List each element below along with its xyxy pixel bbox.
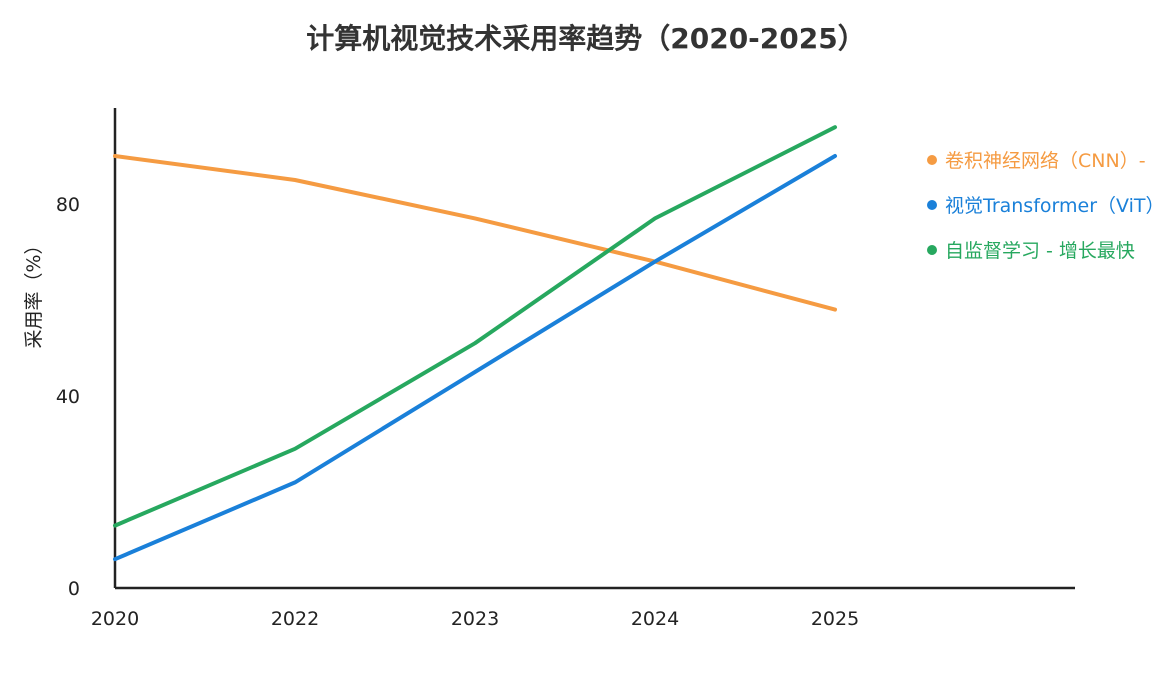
- x-tick-label: 2022: [271, 608, 319, 630]
- legend-marker: [927, 245, 937, 255]
- series-line-3: [113, 125, 837, 528]
- legend: 卷积神经网络（CNN）- 视觉Transformer（ViT） 自监督学习 - 增…: [927, 150, 1164, 262]
- y-axis-label: 采用率（%）: [23, 235, 45, 348]
- x-tick-label: 2025: [811, 608, 859, 630]
- series-lines: [113, 125, 837, 562]
- y-ticks: 0 40 80: [56, 194, 80, 600]
- legend-item-1[interactable]: 卷积神经网络（CNN）-: [927, 150, 1146, 172]
- legend-label: 卷积神经网络（CNN）-: [945, 150, 1146, 172]
- x-tick-label: 2024: [631, 608, 679, 630]
- x-tick-label: 2023: [451, 608, 499, 630]
- x-tick-label: 2020: [91, 608, 139, 630]
- y-tick-label: 80: [56, 194, 80, 216]
- y-tick-label: 40: [56, 386, 80, 408]
- y-tick-label: 0: [68, 578, 80, 600]
- legend-item-2[interactable]: 视觉Transformer（ViT）: [927, 195, 1164, 217]
- legend-label: 自监督学习 - 增长最快: [945, 240, 1135, 262]
- x-ticks: 2020 2022 2023 2024 2025: [91, 608, 859, 630]
- series-line-1: [113, 154, 837, 312]
- series-line-2: [113, 154, 837, 562]
- legend-marker: [927, 155, 937, 165]
- legend-item-3[interactable]: 自监督学习 - 增长最快: [927, 240, 1135, 262]
- legend-label: 视觉Transformer（ViT）: [945, 195, 1164, 217]
- chart-title: 计算机视觉技术采用率趋势（2020-2025）: [306, 22, 865, 55]
- legend-marker: [927, 200, 937, 210]
